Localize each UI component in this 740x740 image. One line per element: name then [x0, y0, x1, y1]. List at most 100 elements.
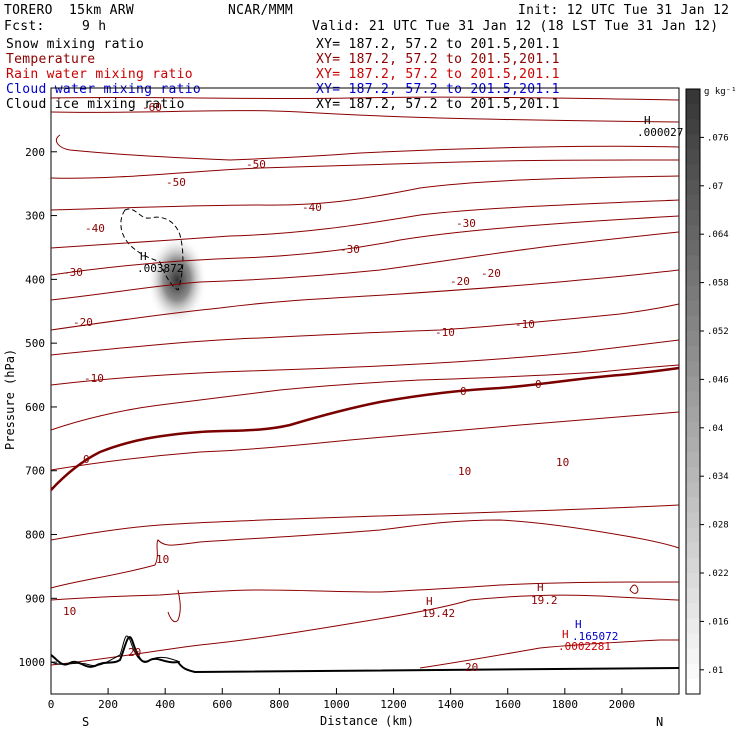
y-tick-label: 900 — [25, 592, 45, 605]
colorbar-tick-label: .016 — [707, 617, 729, 627]
colorbar-segment — [686, 421, 700, 438]
maximum-value: 19.2 — [531, 594, 558, 607]
rain-water-maximum: H .0002281 — [558, 628, 611, 653]
y-tick-label: 700 — [25, 465, 45, 478]
maximum-symbol: H — [426, 595, 433, 608]
field-xy-snow: XY= 187.2, 57.2 to 201.5,201.1 — [316, 37, 560, 52]
colorbar-segment — [686, 497, 700, 513]
colorbar-segment — [686, 255, 700, 271]
y-tick-label: 300 — [25, 210, 45, 223]
colorbar-segment — [686, 573, 700, 589]
colorbar-segment — [686, 633, 700, 650]
isotherm-label: 20 — [128, 646, 141, 659]
isotherm-label: -50 — [166, 176, 186, 189]
maximum-symbol: H — [140, 250, 147, 263]
maximum-value: .165072 — [572, 630, 618, 643]
colorbar-segment — [686, 346, 700, 362]
isotherm-label: 10 — [156, 553, 169, 566]
init-time: Init: 12 UTC Tue 31 Jan 12 — [518, 3, 730, 18]
field-name-rain: Rain water mixing ratio — [6, 67, 193, 82]
temperature-maximum-2: H 19.2 — [531, 581, 558, 607]
plot-frame — [50, 87, 680, 695]
isotherm-label: 0 — [535, 378, 542, 391]
x-tick-label: 1600 — [494, 698, 521, 711]
isotherm-label: -60 — [142, 101, 162, 114]
colorbar-segment — [686, 663, 700, 680]
isotherm-label: -10 — [435, 326, 455, 339]
forecast-hour: 9 h — [82, 19, 107, 34]
colorbar-segment — [686, 648, 700, 665]
colorbar-tick-label: .022 — [707, 569, 729, 579]
isotherm-label: -50 — [246, 158, 266, 171]
x-tick-label: 400 — [155, 698, 175, 711]
colorbar-segment — [686, 467, 700, 483]
maximum-symbol: H — [575, 618, 582, 631]
isotherm-label: -40 — [85, 222, 105, 235]
colorbar-segment — [686, 285, 700, 302]
x-tick-label: 200 — [98, 698, 118, 711]
colorbar-segment — [686, 588, 700, 604]
colorbar-frame — [685, 88, 701, 695]
colorbar-segment — [686, 542, 700, 559]
field-name-snow: Snow mixing ratio — [6, 37, 145, 52]
x-axis-right-end: N — [656, 715, 663, 729]
valid-time: Valid: 21 UTC Tue 31 Jan 12 (18 LST Tue … — [312, 19, 719, 34]
colorbar: .01 .016 .022 .028 .034 .04 .046 .052 .058 .064 .0… — [685, 88, 729, 695]
maximum-value: 19.42 — [422, 607, 455, 620]
cloud-water-maximum: H .165072 — [572, 618, 618, 643]
field-name-cloud-water: Cloud water mixing ratio — [6, 82, 202, 97]
y-tick-label: 1000 — [19, 656, 46, 669]
x-tick-label: 1800 — [552, 698, 579, 711]
terrain-line — [50, 636, 680, 674]
x-tick-label: 1000 — [323, 698, 350, 711]
colorbar-segment — [686, 603, 700, 619]
isotherm-label: 0 — [460, 385, 467, 398]
x-axis-title: Distance (km) — [320, 714, 414, 728]
colorbar-segment — [686, 678, 700, 695]
x-tick-label: 2000 — [609, 698, 636, 711]
forecast-label: Fcst: — [4, 19, 45, 34]
isotherm-label: -40 — [302, 201, 322, 214]
colorbar-segment — [686, 119, 700, 135]
colorbar-segment — [686, 149, 700, 166]
colorbar-tick-label: .046 — [707, 375, 729, 385]
field-name-cloud-ice: Cloud ice mixing ratio — [6, 97, 185, 112]
y-axis: 200 300 400 500 600 700 800 900 1000 — [19, 146, 57, 669]
colorbar-segment — [686, 194, 700, 211]
colorbar-tick-label: .076 — [707, 133, 729, 143]
x-tick-label: 0 — [48, 698, 55, 711]
colorbar-tick-label: .064 — [707, 230, 729, 240]
colorbar-tick-label: .01 — [707, 666, 723, 676]
cloud-ice-maximum: H .000027 — [637, 114, 683, 139]
colorbar-segment — [686, 482, 700, 498]
freezing-level-isotherm — [50, 366, 680, 491]
maximum-value: .000027 — [637, 126, 683, 139]
colorbar-segment — [686, 406, 700, 423]
colorbar-segment — [686, 527, 700, 544]
y-tick-label: 600 — [25, 401, 45, 414]
maximum-symbol: H — [537, 581, 544, 594]
isotherm-label: -20 — [450, 275, 470, 288]
field-name-temperature: Temperature — [6, 52, 96, 67]
colorbar-segment — [686, 270, 700, 287]
model-title: TORERO 15km ARW — [4, 3, 135, 18]
x-tick-label: 1400 — [437, 698, 464, 711]
isotherm-label-10-low: 10 — [63, 605, 76, 618]
isotherm-labels: -60 -50 -50 -40 -40 -30 -30 -30 -20 -20 … — [63, 101, 569, 674]
colorbar-segment — [686, 436, 700, 453]
colorbar-segment — [686, 300, 700, 317]
colorbar-segment — [686, 376, 700, 392]
isotherm-label: -20 — [73, 316, 93, 329]
colorbar-tick-label: .058 — [707, 279, 729, 289]
maximum-value: .003872 — [137, 262, 183, 275]
colorbar-segment — [686, 331, 700, 347]
isotherm-label: -30 — [63, 266, 83, 279]
colorbar-segment — [686, 391, 700, 408]
isotherm-label: -20 — [481, 267, 501, 280]
org-label: NCAR/MMM — [228, 3, 294, 18]
isotherm-label: -30 — [340, 243, 360, 256]
field-xy-cloud-ice: XY= 187.2, 57.2 to 201.5,201.1 — [316, 97, 560, 112]
colorbar-segment — [686, 134, 700, 150]
colorbar-segment — [686, 179, 700, 196]
